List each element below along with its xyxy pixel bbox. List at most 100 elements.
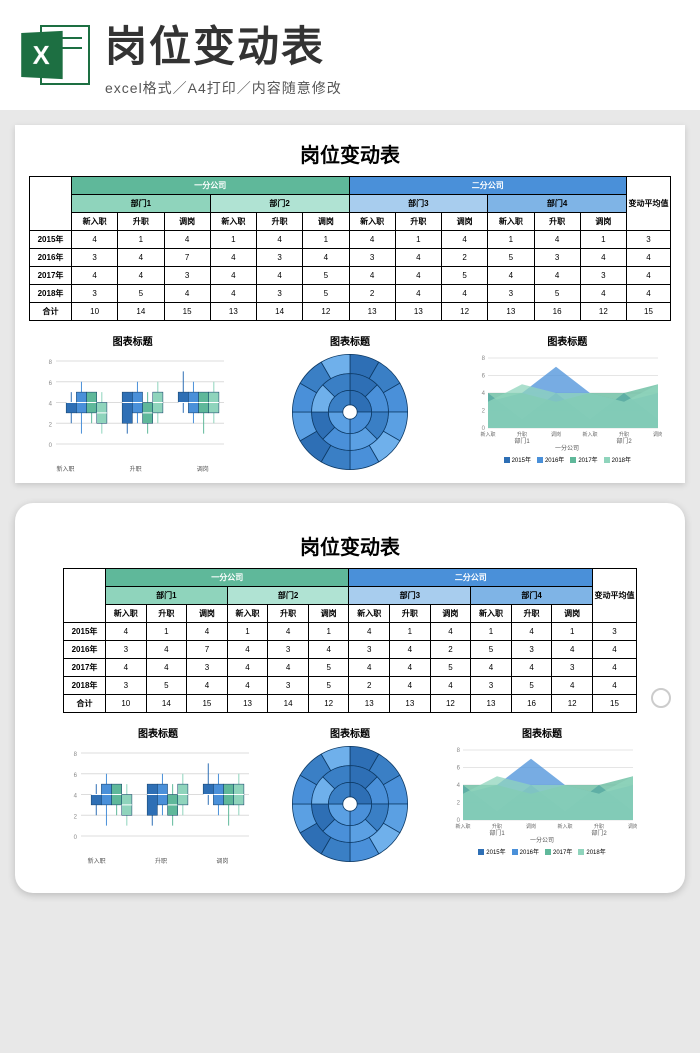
table-cell: 4 bbox=[268, 659, 309, 677]
table-cell: 4 bbox=[395, 285, 441, 303]
chart-title: 图表标题 bbox=[263, 725, 437, 740]
table-cell: 3 bbox=[580, 267, 626, 285]
table-cell: 15 bbox=[187, 695, 228, 713]
area-chart: 图表标题 02468新入职升职调岗新入职升职调岗部门1部门2一分公司 2015年… bbox=[464, 333, 671, 473]
table-cell: 4 bbox=[627, 267, 671, 285]
page-header: X 岗位变动表 excel格式／A4打印／内容随意修改 bbox=[0, 0, 700, 110]
table-cell: 4 bbox=[303, 249, 349, 267]
table-cell: 4 bbox=[118, 267, 164, 285]
table-cell: 14 bbox=[257, 303, 303, 321]
table-cell: 2 bbox=[442, 249, 488, 267]
area-legend: 2015年2016年2017年2018年 bbox=[464, 455, 671, 464]
table-cell: 1 bbox=[471, 623, 512, 641]
table-cell: 4 bbox=[146, 641, 187, 659]
chart-title: 图表标题 bbox=[246, 333, 453, 348]
table-cell: 4 bbox=[106, 623, 147, 641]
table-cell: 3 bbox=[187, 659, 228, 677]
table-cell: 4 bbox=[580, 249, 626, 267]
table-cell: 4 bbox=[395, 267, 441, 285]
table-cell: 13 bbox=[390, 695, 431, 713]
table-cell: 4 bbox=[430, 677, 471, 695]
table-cell: 4 bbox=[442, 285, 488, 303]
sheet-title: 岗位变动表 bbox=[63, 531, 637, 560]
table-cell: 13 bbox=[395, 303, 441, 321]
table-cell: 16 bbox=[534, 303, 580, 321]
boxplot-chart: 图表标题 02468 新入职升职调岗 bbox=[63, 725, 253, 865]
table-cell: 4 bbox=[187, 677, 228, 695]
table-cell: 7 bbox=[187, 641, 228, 659]
table-cell: 4 bbox=[534, 267, 580, 285]
svg-text:2: 2 bbox=[457, 801, 461, 807]
table-cell: 13 bbox=[349, 303, 395, 321]
table-cell: 14 bbox=[146, 695, 187, 713]
table-cell: 2 bbox=[349, 677, 390, 695]
sunburst-svg-slot bbox=[246, 352, 453, 472]
svg-text:新入职: 新入职 bbox=[455, 823, 470, 830]
table-cell: 4 bbox=[227, 677, 268, 695]
table-cell: 14 bbox=[268, 695, 309, 713]
table-cell: 4 bbox=[164, 285, 210, 303]
table-cell: 4 bbox=[627, 285, 671, 303]
svg-text:调岗: 调岗 bbox=[551, 431, 561, 438]
table-cell: 3 bbox=[488, 285, 534, 303]
data-table-container: 一分公司二分公司变动平均值部门1部门2部门3部门4新入职升职调岗新入职升职调岗新… bbox=[29, 176, 671, 321]
svg-text:4: 4 bbox=[482, 391, 486, 397]
table-cell: 4 bbox=[210, 249, 256, 267]
sheet-preview-1: 岗位变动表 一分公司二分公司变动平均值部门1部门2部门3部门4新入职升职调岗新入… bbox=[15, 125, 685, 483]
table-cell: 3 bbox=[72, 249, 118, 267]
table-cell: 12 bbox=[580, 303, 626, 321]
table-cell: 3 bbox=[106, 677, 147, 695]
table-cell: 4 bbox=[593, 641, 637, 659]
table-cell: 10 bbox=[106, 695, 147, 713]
table-cell: 1 bbox=[552, 623, 593, 641]
table-cell: 4 bbox=[210, 267, 256, 285]
table-cell: 12 bbox=[552, 695, 593, 713]
table-cell: 14 bbox=[118, 303, 164, 321]
svg-text:部门1: 部门1 bbox=[515, 437, 531, 445]
table-cell: 4 bbox=[488, 267, 534, 285]
table-cell: 4 bbox=[349, 231, 395, 249]
table-cell: 4 bbox=[627, 249, 671, 267]
area-chart: 图表标题 02468新入职升职调岗新入职升职调岗部门1部门2一分公司 2015年… bbox=[447, 725, 637, 865]
table-cell: 4 bbox=[390, 659, 431, 677]
sunburst-chart: 图表标题 bbox=[246, 333, 453, 473]
table-cell: 3 bbox=[257, 285, 303, 303]
table-cell: 13 bbox=[471, 695, 512, 713]
svg-text:2: 2 bbox=[74, 814, 78, 820]
table-cell: 1 bbox=[390, 623, 431, 641]
table-cell: 4 bbox=[257, 267, 303, 285]
table-cell: 4 bbox=[72, 267, 118, 285]
table-cell: 3 bbox=[268, 641, 309, 659]
data-table: 一分公司二分公司变动平均值部门1部门2部门3部门4新入职升职调岗新入职升职调岗新… bbox=[63, 568, 637, 713]
table-cell: 4 bbox=[511, 623, 552, 641]
table-cell: 4 bbox=[395, 249, 441, 267]
table-cell: 4 bbox=[442, 231, 488, 249]
table-cell: 4 bbox=[390, 677, 431, 695]
svg-text:6: 6 bbox=[482, 374, 486, 380]
table-cell: 1 bbox=[395, 231, 441, 249]
table-cell: 3 bbox=[511, 641, 552, 659]
table-cell: 4 bbox=[471, 659, 512, 677]
chart-title: 图表标题 bbox=[63, 725, 253, 740]
table-cell: 2 bbox=[349, 285, 395, 303]
table-cell: 1 bbox=[227, 623, 268, 641]
svg-text:8: 8 bbox=[74, 752, 78, 758]
svg-text:8: 8 bbox=[482, 356, 486, 362]
svg-text:6: 6 bbox=[48, 381, 52, 387]
table-cell: 4 bbox=[349, 623, 390, 641]
table-cell: 4 bbox=[430, 623, 471, 641]
table-cell: 15 bbox=[593, 695, 637, 713]
table-cell: 4 bbox=[164, 231, 210, 249]
table-cell: 2 bbox=[430, 641, 471, 659]
area-svg-slot: 02468新入职升职调岗新入职升职调岗部门1部门2一分公司 bbox=[464, 352, 671, 452]
svg-text:新入职: 新入职 bbox=[583, 431, 598, 438]
svg-text:部门2: 部门2 bbox=[617, 437, 633, 445]
svg-text:部门1: 部门1 bbox=[489, 829, 505, 837]
table-cell: 1 bbox=[210, 231, 256, 249]
table-cell: 5 bbox=[146, 677, 187, 695]
svg-text:升职: 升职 bbox=[619, 431, 629, 438]
table-cell: 7 bbox=[164, 249, 210, 267]
chart-title: 图表标题 bbox=[464, 333, 671, 348]
tablet-mockup: 岗位变动表 一分公司二分公司变动平均值部门1部门2部门3部门4新入职升职调岗新入… bbox=[15, 503, 685, 893]
table-cell: 4 bbox=[349, 267, 395, 285]
